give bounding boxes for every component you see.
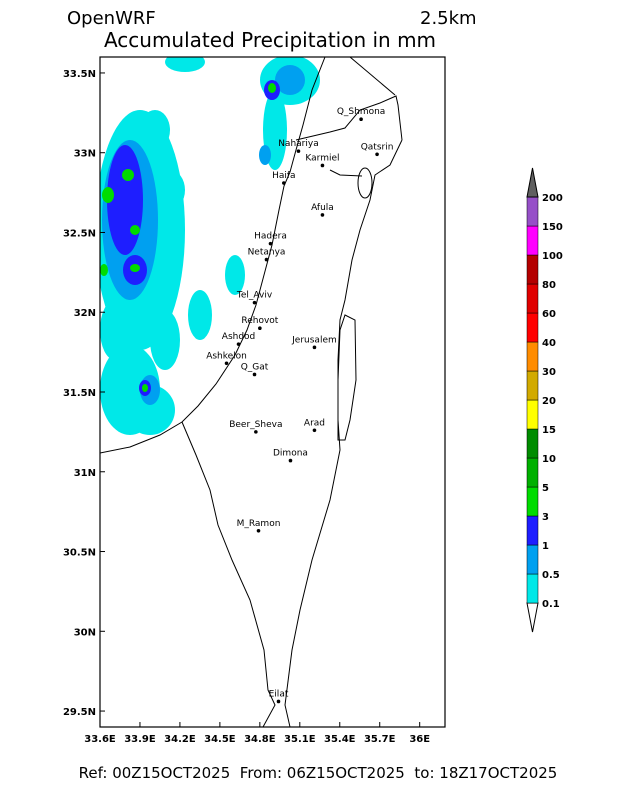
- city-dot: [254, 430, 258, 434]
- city-label: Q_Shmona: [337, 107, 386, 117]
- city-label: Haifa: [272, 171, 295, 181]
- colorbar-label: 150: [542, 222, 563, 233]
- city-label: Karmiel: [305, 153, 339, 163]
- city-label: Qatsrin: [361, 142, 394, 152]
- colorbar-cell: [526, 428, 539, 459]
- colorbar-cell: [526, 457, 539, 488]
- city-dot: [320, 213, 325, 217]
- city-dot: [312, 428, 317, 433]
- colorbar-cell: [526, 486, 539, 517]
- colorbar-label: 60: [542, 309, 556, 320]
- colorbar-cell: [526, 283, 539, 314]
- city-label: Afula: [311, 203, 334, 213]
- y-tick-label: 32N: [74, 308, 96, 319]
- x-tick-label: 36E: [409, 734, 430, 745]
- city-dot: [375, 152, 379, 157]
- city-dot: [320, 163, 325, 168]
- city-label: Tel_Aviv: [236, 291, 273, 301]
- x-tick-label: 34.8E: [244, 734, 276, 745]
- colorbar-cell: [526, 573, 539, 604]
- colorbar-label: 200: [542, 193, 563, 204]
- city-label: Ashkelon: [206, 351, 247, 361]
- city-dot: [268, 241, 273, 246]
- colorbar-low: [526, 602, 539, 633]
- city-dot: [256, 528, 261, 533]
- x-tick-label: 34.5E: [204, 734, 236, 745]
- colorbar-cell: [526, 225, 539, 256]
- y-tick-label: 31N: [74, 468, 96, 479]
- x-tick-label: 35.7E: [364, 734, 396, 745]
- city-label: Nahariya: [278, 139, 319, 149]
- colorbar-label: 3: [542, 512, 549, 523]
- y-tick-label: 33.5N: [63, 69, 96, 80]
- y-tick-label: 29.5N: [63, 707, 96, 718]
- colorbar-cell: [526, 544, 539, 575]
- city-dot: [288, 458, 293, 463]
- city-label: Jerusalem: [291, 335, 337, 345]
- colorbar-cell: [526, 341, 539, 372]
- city-dot: [252, 300, 257, 305]
- precip-field: [100, 57, 320, 435]
- city-dot: [252, 372, 257, 377]
- subtitle: Accumulated Precipitation in mm: [104, 28, 436, 52]
- colorbar-label: 0.5: [542, 570, 560, 581]
- city-dot: [359, 117, 363, 122]
- colorbar-cell: [526, 515, 539, 546]
- y-tick-label: 30.5N: [63, 548, 96, 559]
- city-label: Beer_Sheva: [229, 420, 282, 430]
- y-tick-label: 33N: [74, 149, 96, 160]
- city-label: Rehovot: [241, 316, 278, 326]
- city-label: Netanya: [248, 248, 286, 258]
- x-tick-label: 33.9E: [124, 734, 156, 745]
- x-tick-label: 35.4E: [324, 734, 356, 745]
- city-dot: [276, 699, 281, 704]
- colorbar-cell: [526, 399, 539, 430]
- city-label: Dimona: [273, 449, 308, 459]
- colorbar-cell: [526, 254, 539, 285]
- title: OpenWRF: [67, 8, 156, 29]
- y-tick-label: 31.5N: [63, 388, 96, 399]
- city-label: M_Ramon: [237, 519, 281, 529]
- city-dot: [264, 257, 269, 262]
- colorbar-label: 100: [542, 251, 563, 262]
- city-dot: [282, 181, 286, 185]
- city-dot: [224, 361, 229, 366]
- city-dot: [258, 326, 262, 330]
- colorbar-cell: [526, 370, 539, 401]
- colorbar-cell: [526, 312, 539, 343]
- city-label: Eilat: [269, 689, 289, 699]
- colorbar-label: 30: [542, 367, 556, 378]
- colorbar-label: 5: [542, 483, 549, 494]
- colorbar: 0.1 0.5 1 3 5 10 15 20 30 40 60 80 100 150 200: [526, 167, 563, 633]
- colorbar-label: 80: [542, 280, 556, 291]
- boundaries: [100, 57, 403, 727]
- x-tick-label: 35.1E: [284, 734, 316, 745]
- map: 33.6E 33.9E 34.2E 34.5E 34.8E 35.1E 35.4E 35.7E…: [63, 56, 446, 745]
- x-tick-label: 34.2E: [164, 734, 196, 745]
- city-dot: [236, 342, 241, 346]
- city-dot: [312, 345, 317, 350]
- city-label: Ashdod: [222, 332, 255, 342]
- city-dot: [296, 149, 301, 153]
- y-tick-label: 30N: [74, 627, 96, 638]
- colorbar-label: 40: [542, 338, 556, 349]
- colorbar-label: 20: [542, 396, 556, 407]
- colorbar-label: 15: [542, 425, 556, 436]
- colorbar-label: 1: [542, 541, 549, 552]
- colorbar-label: 10: [542, 454, 556, 465]
- y-tick-label: 32.5N: [63, 228, 96, 239]
- footer: Ref: 00Z15OCT2025 From: 06Z15OCT2025 to:…: [79, 764, 558, 782]
- x-tick-label: 33.6E: [84, 734, 116, 745]
- city-label: Q_Gat: [241, 362, 269, 372]
- colorbar-label: 0.1: [542, 599, 560, 610]
- colorbar-high: [526, 167, 539, 198]
- colorbar-cell: [526, 196, 539, 227]
- city-label: Hadera: [254, 232, 287, 242]
- city-label: Arad: [304, 418, 325, 428]
- resolution: 2.5km: [420, 8, 477, 29]
